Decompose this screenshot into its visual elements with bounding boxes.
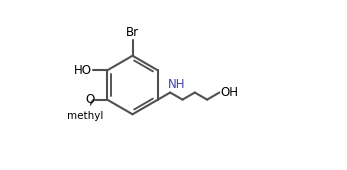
Text: NH: NH [168,78,185,91]
Text: OH: OH [220,86,238,99]
Text: HO: HO [74,64,92,77]
Text: O: O [85,93,94,106]
Text: Br: Br [126,26,139,39]
Text: methyl: methyl [67,111,104,121]
